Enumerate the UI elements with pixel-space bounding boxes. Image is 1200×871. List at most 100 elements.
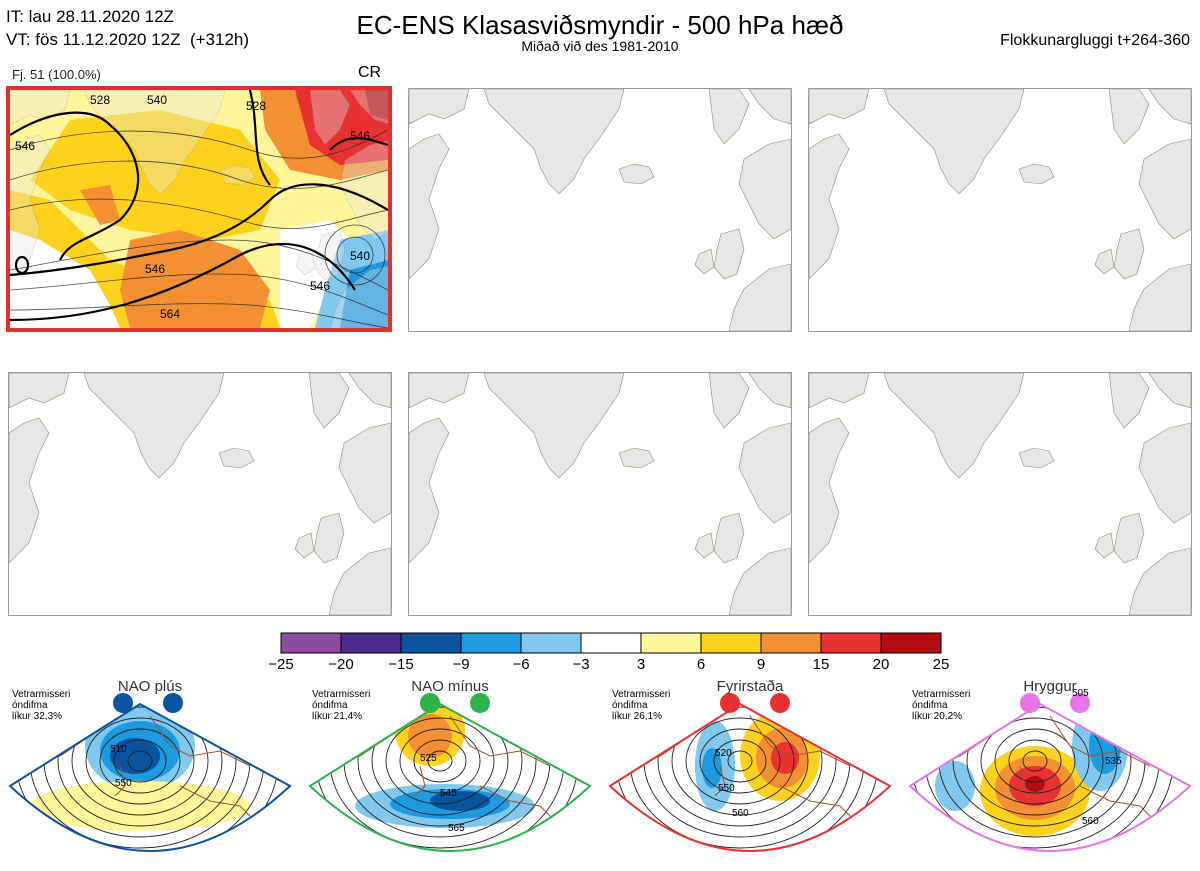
contour-label: 540 bbox=[350, 249, 370, 263]
colorbar-tick-label: −15 bbox=[388, 656, 414, 673]
map-panel-5[interactable] bbox=[408, 372, 792, 616]
regime-info: Vetrarmisseri óndifma líkur 32,3% bbox=[12, 689, 92, 722]
colorbar-tick-label: −20 bbox=[328, 656, 354, 673]
height-contour bbox=[952, 704, 1118, 827]
height-contour bbox=[385, 717, 495, 805]
regime-marker-dot bbox=[470, 693, 490, 713]
colorbar-swatch bbox=[580, 632, 642, 654]
height-contour bbox=[71, 706, 209, 816]
regime-border bbox=[308, 702, 592, 852]
contour-label: 560 bbox=[732, 808, 749, 819]
colorbar-swatch bbox=[880, 632, 942, 654]
empty-map-2 bbox=[409, 89, 791, 331]
anomaly-map-1: 528 540 528 546 546 546 564 540 546 bbox=[10, 90, 388, 328]
valid-time: VT: fös 11.12.2020 12Z (+312h) bbox=[6, 30, 250, 49]
height-contour bbox=[413, 739, 467, 783]
page-title: EC-ENS Klasasviðsmyndir - 500 hPa hæð bbox=[356, 10, 844, 40]
contour-label: 540 bbox=[147, 93, 167, 107]
height-contour bbox=[371, 706, 509, 816]
height-contour bbox=[994, 728, 1076, 794]
anomaly-blob bbox=[1025, 776, 1045, 792]
height-contour bbox=[699, 728, 781, 794]
height-contour bbox=[713, 739, 767, 783]
contour-label: 510 bbox=[110, 744, 127, 755]
regime-info: Vetrarmisseri óndifma líkur 21,4% bbox=[312, 689, 392, 722]
regime-info-season: Vetrarmisseri bbox=[912, 689, 971, 700]
regime-info-prob: líkur 21,4% bbox=[312, 711, 363, 722]
height-contour bbox=[727, 750, 753, 772]
colorbar-tick-label: 3 bbox=[636, 656, 646, 673]
colorbar bbox=[280, 632, 942, 654]
contour-label: 564 bbox=[160, 307, 180, 321]
colorbar-swatch bbox=[460, 632, 522, 654]
colorbar-tick-label: 6 bbox=[696, 656, 706, 673]
empty-map-6 bbox=[809, 373, 1191, 615]
empty-map-4 bbox=[9, 373, 391, 615]
colorbar-swatch bbox=[640, 632, 702, 654]
colorbar-tick-label: −25 bbox=[268, 656, 294, 673]
height-contour bbox=[357, 704, 523, 827]
height-contour bbox=[980, 717, 1090, 805]
regime-border bbox=[908, 702, 1192, 852]
regime-info: Vetrarmisseri óndifma líkur 26,1% bbox=[612, 689, 692, 722]
colorbar-tick-label: 15 bbox=[812, 656, 830, 673]
anomaly-blob bbox=[935, 761, 975, 811]
regime-marker-dot bbox=[163, 693, 183, 713]
map-panel-1[interactable]: 528 540 528 546 546 546 564 540 546 bbox=[6, 86, 392, 332]
anomaly-blob bbox=[110, 738, 160, 774]
contour-label: 550 bbox=[718, 783, 735, 794]
regime-title: NAO plús bbox=[117, 678, 183, 695]
colorbar-tick-label: 20 bbox=[872, 656, 890, 673]
map-panel-6[interactable] bbox=[808, 372, 1192, 616]
height-contour bbox=[685, 717, 795, 805]
regime-title: NAO mínus bbox=[411, 678, 489, 695]
anomaly-blob bbox=[771, 742, 799, 774]
height-contour bbox=[99, 728, 181, 794]
height-contour bbox=[85, 717, 195, 805]
colorbar-swatch bbox=[520, 632, 582, 654]
contour-label: 546 bbox=[15, 139, 35, 153]
initial-time: IT: lau 28.11.2020 12Z bbox=[6, 7, 174, 26]
contour-label: 525 bbox=[420, 753, 437, 764]
contour-label: 535 bbox=[1105, 756, 1122, 767]
anomaly-blob bbox=[702, 748, 722, 788]
height-contour bbox=[127, 750, 153, 772]
regime-map-1[interactable]: 510 550 bbox=[0, 676, 300, 871]
height-contour bbox=[1022, 750, 1048, 772]
colorbar-tick-label: 25 bbox=[932, 656, 950, 673]
map-panel-3[interactable] bbox=[808, 88, 1192, 332]
colorbar-swatch bbox=[400, 632, 462, 654]
regime-marker-dot bbox=[1020, 693, 1040, 713]
regime-title: Hryggur bbox=[1023, 678, 1077, 695]
map-panel-2[interactable] bbox=[408, 88, 792, 332]
regime-info-anomaly: óndifma bbox=[12, 700, 48, 711]
contour-label: 545 bbox=[440, 788, 457, 799]
colorbar-swatch bbox=[280, 632, 342, 654]
regime-info-prob: líkur 32,3% bbox=[12, 711, 63, 722]
height-contour bbox=[57, 704, 223, 827]
classification-window: Flokkunargluggi t+264-360 bbox=[1000, 32, 1190, 49]
regime-info-anomaly: óndifma bbox=[312, 700, 348, 711]
regime-marker-dot bbox=[420, 693, 440, 713]
height-contour bbox=[113, 739, 167, 783]
regime-info-season: Vetrarmisseri bbox=[612, 689, 671, 700]
map-panel-4[interactable] bbox=[8, 372, 392, 616]
colorbar-tick-label: 9 bbox=[756, 656, 766, 673]
regime-info-prob: líkur 26,1% bbox=[612, 711, 663, 722]
regime-map-4[interactable]: 505 535 560 bbox=[900, 676, 1200, 871]
height-contour bbox=[1008, 739, 1062, 783]
cluster-count-label: Fj. 51 (100.0%) bbox=[12, 67, 101, 82]
empty-map-3 bbox=[809, 89, 1191, 331]
regime-marker-dot bbox=[1070, 693, 1090, 713]
regime-map-3[interactable]: 520 550 560 bbox=[600, 676, 900, 871]
colorbar-swatch bbox=[760, 632, 822, 654]
contour-label: 528 bbox=[90, 93, 110, 107]
colorbar-swatch bbox=[820, 632, 882, 654]
regime-info: Vetrarmisseri óndifma líkur 20,2% bbox=[912, 689, 992, 722]
regime-info-anomaly: óndifma bbox=[612, 700, 648, 711]
regime-marker-dot bbox=[113, 693, 133, 713]
regime-border bbox=[608, 702, 892, 852]
contour-label: 546 bbox=[145, 262, 165, 276]
regime-map-2[interactable]: 525 545 565 bbox=[300, 676, 600, 871]
contour-label: 565 bbox=[448, 823, 465, 834]
